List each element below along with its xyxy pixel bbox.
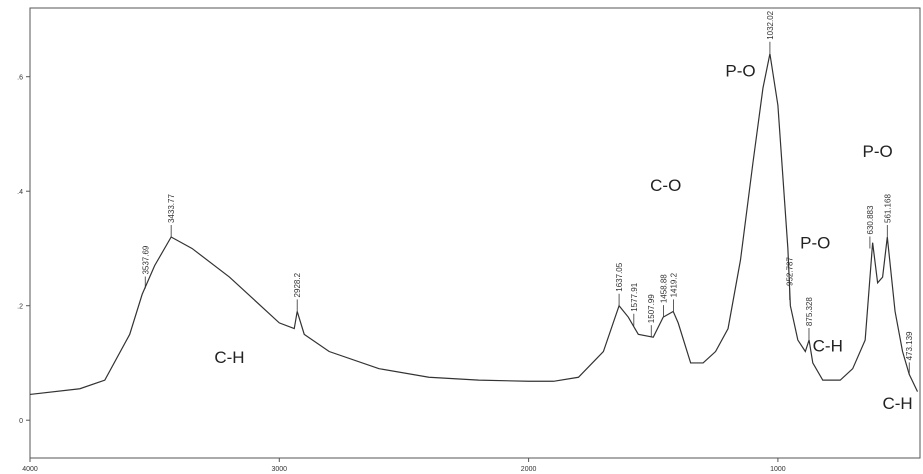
annotation: P-O xyxy=(800,233,830,252)
peak-label: 2928.2 xyxy=(293,272,302,297)
peak-label: 1637.05 xyxy=(615,262,624,291)
annotation: P-O xyxy=(863,142,893,161)
peak-label: 3433.77 xyxy=(167,194,176,223)
spectrum-line xyxy=(29,53,919,396)
annotation: P-O xyxy=(725,62,755,81)
peak-label: 1419.2 xyxy=(669,272,678,297)
annotation: C-H xyxy=(813,337,843,356)
peak-label: 1577.91 xyxy=(630,282,639,311)
peak-label: 952.787 xyxy=(786,257,795,286)
y-tick-label: .6 xyxy=(17,75,23,82)
peak-label: 561.168 xyxy=(883,194,892,223)
x-tick-label: 3000 xyxy=(272,466,288,473)
peak-label: 1507.99 xyxy=(647,294,656,323)
peak-label: 3537.69 xyxy=(141,245,150,274)
peak-label: 473.139 xyxy=(905,331,914,360)
y-tick-label: .2 xyxy=(17,304,23,311)
x-tick-label: 4000 xyxy=(22,466,38,473)
x-tick-label: 2000 xyxy=(521,466,537,473)
peak-label: 875.328 xyxy=(805,297,814,326)
annotation: C-H xyxy=(214,348,244,367)
annotation: C-O xyxy=(650,176,681,195)
peak-label: 1458.88 xyxy=(660,274,669,303)
x-tick-label: 1000 xyxy=(770,466,786,473)
annotation: C-H xyxy=(882,394,912,413)
peak-label: 630.883 xyxy=(866,205,875,234)
y-tick-label: 0 xyxy=(19,418,23,425)
peak-label: 1032.02 xyxy=(766,10,775,39)
plot-frame xyxy=(29,7,921,459)
y-tick-label: .4 xyxy=(17,189,23,196)
